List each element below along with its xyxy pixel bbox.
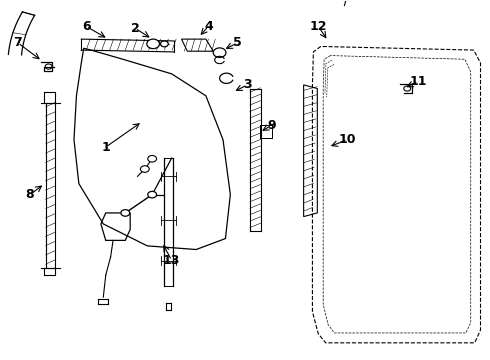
Circle shape xyxy=(148,156,157,162)
Text: 12: 12 xyxy=(310,20,327,33)
Text: 1: 1 xyxy=(101,140,110,154)
Text: 3: 3 xyxy=(243,78,252,91)
Circle shape xyxy=(121,210,130,216)
Circle shape xyxy=(148,192,157,198)
Text: 2: 2 xyxy=(131,22,140,35)
Text: 10: 10 xyxy=(339,133,356,146)
Text: 11: 11 xyxy=(410,75,427,88)
Text: 13: 13 xyxy=(163,254,180,267)
Circle shape xyxy=(141,166,149,172)
Text: 7: 7 xyxy=(13,36,22,49)
Text: 8: 8 xyxy=(25,188,34,201)
Text: 9: 9 xyxy=(268,118,276,132)
Text: 4: 4 xyxy=(204,20,213,33)
Text: 5: 5 xyxy=(233,36,242,49)
Circle shape xyxy=(147,39,159,49)
Text: 6: 6 xyxy=(82,20,91,33)
Circle shape xyxy=(160,41,168,47)
Circle shape xyxy=(213,48,226,57)
